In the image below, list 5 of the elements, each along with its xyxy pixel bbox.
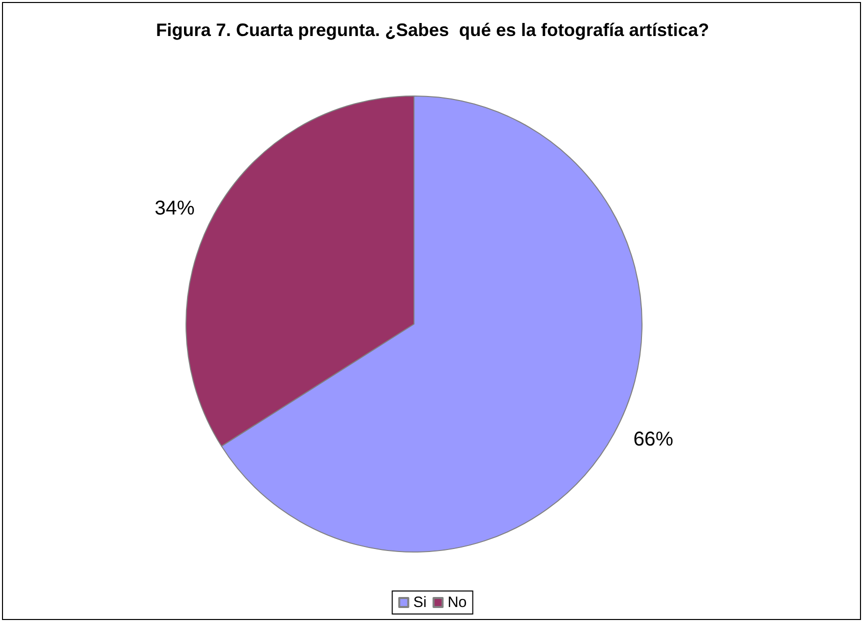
legend-label: Si bbox=[413, 594, 427, 611]
data-label: 34% bbox=[154, 197, 195, 220]
legend-label: No bbox=[448, 594, 467, 611]
data-label: 66% bbox=[633, 428, 674, 451]
chart-title: Figura 7. Cuarta pregunta. ¿Sabes qué es la fotografía artística? bbox=[156, 20, 710, 40]
